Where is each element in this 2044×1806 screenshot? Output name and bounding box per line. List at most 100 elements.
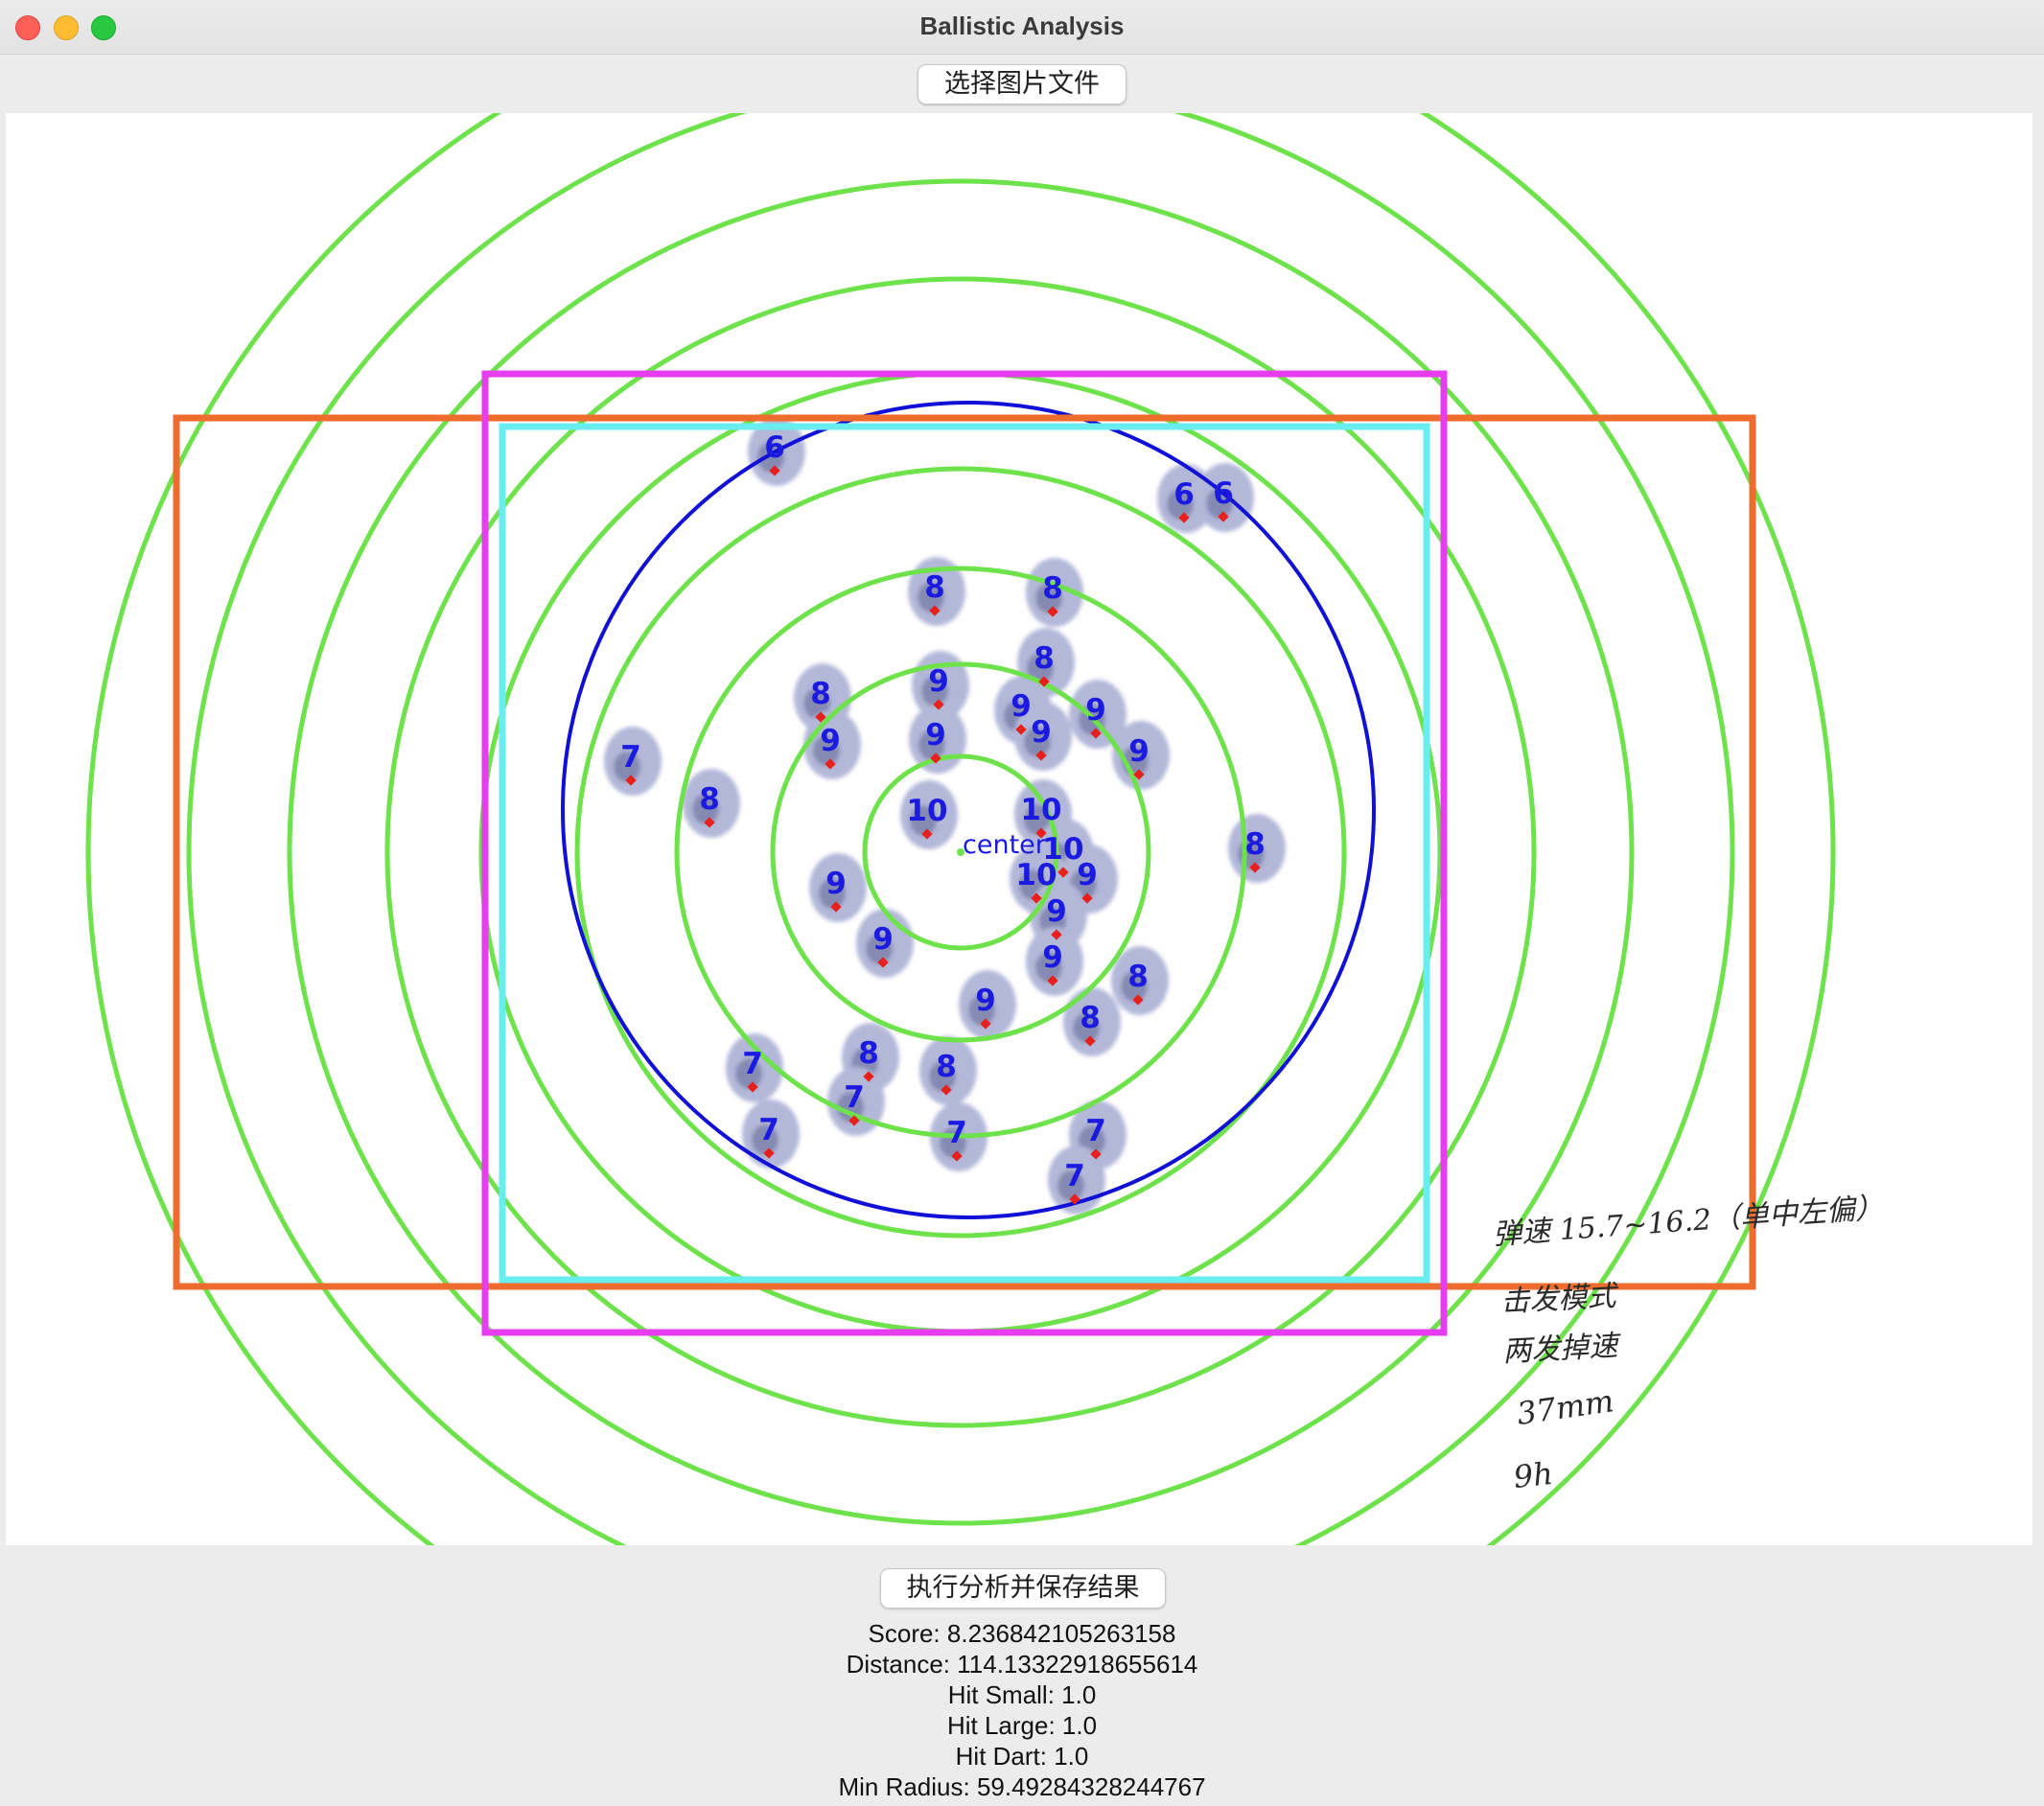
hit-marker — [825, 758, 836, 770]
distance-readout: Distance: 114.13322918655614 — [846, 1650, 1198, 1679]
score-readout: Score: 8.236842105263158 — [868, 1619, 1176, 1648]
hit-marker — [1218, 511, 1229, 522]
target-ring-3 — [674, 566, 1247, 1139]
bullet-hole-core — [1121, 971, 1148, 1002]
bullet-hole-core — [1035, 952, 1062, 983]
hit-marker — [1051, 929, 1062, 940]
bullet-hole-core — [917, 582, 944, 613]
title-bar: Ballistic Analysis — [0, 0, 2044, 55]
select-image-button[interactable]: 选择图片文件 — [917, 64, 1127, 104]
hit-score-label: 8 — [699, 782, 720, 817]
hit-marker — [1090, 728, 1102, 739]
hit-score-label: 6 — [764, 430, 785, 465]
maximize-window-button[interactable] — [91, 15, 116, 40]
hit-score-label: 7 — [946, 1116, 967, 1150]
hit-marker — [1057, 867, 1069, 878]
target-ring-7 — [287, 178, 1635, 1526]
hit-score-label: 7 — [742, 1047, 763, 1081]
hit-marker — [830, 901, 842, 913]
hit-score-label: 9 — [1128, 734, 1150, 769]
blue-detection-ring — [561, 401, 1376, 1219]
bullet-hole-core — [1073, 1012, 1100, 1043]
hit-score-label: 6 — [1213, 476, 1234, 511]
hit-score-label: 9 — [1031, 715, 1052, 750]
hit-score-label: 7 — [1085, 1114, 1106, 1148]
hit-marker — [747, 1081, 758, 1093]
note-line-3: 两发掉速 — [1502, 1330, 1623, 1369]
hit-score-label: 9 — [1042, 940, 1063, 975]
hit-score-label: 9 — [1010, 689, 1032, 724]
bullet-hole-core — [803, 688, 830, 719]
hit-score-label: 9 — [820, 724, 841, 758]
target-ring-2 — [770, 661, 1151, 1043]
hit-score-label: 9 — [928, 664, 949, 699]
bullet-hole-core — [752, 1124, 778, 1155]
cyan-bounding-box — [499, 423, 1430, 1284]
orange-bounding-box — [173, 414, 1756, 1290]
target-image: 6 6 6 8 8 8 8 9 9 9 9 9 9 9 7 8 10 10 10 10 9 8 9 9 9 9 9 8 8 8 8 7 7 7 7 7… — [6, 113, 2032, 1545]
hit-marker — [1090, 1148, 1102, 1160]
hit-marker — [704, 817, 715, 828]
hit-score-label: 7 — [620, 740, 641, 775]
hit-score-label: 9 — [925, 718, 946, 752]
hit-score-label: 7 — [844, 1080, 865, 1115]
close-window-button[interactable] — [15, 15, 40, 40]
hit-score-label: 8 — [1034, 641, 1055, 676]
hit-score-label: 6 — [1173, 477, 1195, 512]
hit-score-label: 8 — [1244, 827, 1266, 862]
hit-score-label: 7 — [1064, 1159, 1085, 1193]
hit-marker — [933, 699, 944, 710]
hit-marker — [769, 465, 780, 476]
hit-marker — [980, 1018, 991, 1030]
results-panel: Score: 8.236842105263158 Distance: 114.1… — [0, 1618, 2044, 1802]
hit-score-label: 9 — [872, 922, 894, 957]
hit-score-label: 9 — [1046, 894, 1067, 929]
hit-marker — [1081, 892, 1093, 904]
window-title: Ballistic Analysis — [919, 12, 1125, 40]
bullet-hole-core — [735, 1058, 762, 1089]
bullet-hole-core — [1024, 727, 1051, 757]
hit-score-label: 8 — [1042, 571, 1063, 606]
bullet-hole-core — [918, 729, 945, 760]
target-ring-8 — [186, 113, 1735, 1545]
hit-marker — [1133, 769, 1145, 780]
bullet-hole-core — [819, 878, 846, 909]
hit-score-label: 10 — [1042, 832, 1083, 867]
hit-marker — [815, 711, 826, 723]
minimize-window-button[interactable] — [54, 15, 79, 40]
hit-marker — [863, 1071, 874, 1082]
hit-score-label: 8 — [810, 677, 831, 711]
hit-score-label: 9 — [1085, 693, 1106, 728]
hit-score-label: 9 — [1077, 858, 1098, 892]
hit-marker — [930, 752, 941, 764]
hit-marker — [1015, 724, 1027, 735]
hit-marker — [1047, 975, 1058, 986]
hit-marker — [1178, 512, 1190, 523]
center-dot — [957, 848, 964, 856]
center-label: center — [963, 830, 1047, 860]
bullet-hole-core — [692, 794, 719, 824]
note-line-1: 弹速 15.7~16.2（单中左偏） — [1492, 1192, 1885, 1252]
target-ring-4 — [574, 466, 1347, 1239]
hit-marker — [1249, 862, 1261, 873]
hit-score-label: 9 — [975, 984, 996, 1018]
hit-marker — [848, 1115, 860, 1126]
hit-marker — [1035, 750, 1047, 761]
target-ring-9 — [85, 113, 1836, 1545]
hit-marker — [951, 1150, 963, 1162]
bullet-hole-core — [921, 676, 948, 706]
hit-score-label: 10 — [1015, 858, 1057, 892]
bullet-hole-core — [614, 752, 640, 782]
run-analysis-button[interactable]: 执行分析并保存结果 — [880, 1568, 1166, 1609]
hit-marker — [1047, 606, 1058, 617]
bullet-hole-core — [866, 934, 893, 964]
bullet-hole-core — [1024, 804, 1051, 835]
hit-marker — [1069, 1193, 1080, 1205]
bullet-hole-core — [813, 735, 840, 766]
bullet-hole-core — [910, 805, 937, 836]
hit-dart-readout: Hit Dart: 1.0 — [955, 1742, 1089, 1771]
bullet-hole-core — [1027, 653, 1054, 683]
hit-score-label: 9 — [825, 867, 847, 901]
hit-score-label: 10 — [1020, 793, 1061, 827]
